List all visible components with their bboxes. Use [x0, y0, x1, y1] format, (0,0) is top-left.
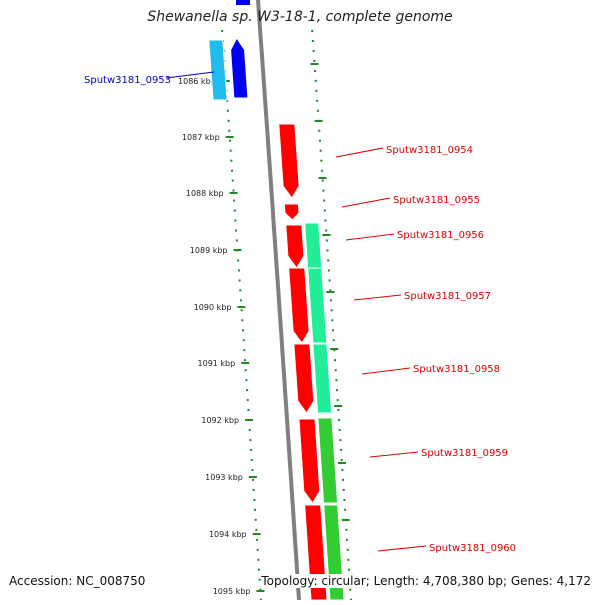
accession-text: Accession: NC_008750: [9, 574, 146, 588]
gene-sputw3181-0957-arrow: [288, 267, 310, 344]
gene-label-leader-line: [345, 233, 395, 241]
gene-sputw3181-0956-cog-bar: [304, 222, 323, 269]
gene-label: Sputw3181_0960: [429, 543, 516, 554]
scale-tick-label: 1091 kbp: [198, 359, 236, 368]
gene-label: Sputw3181_0955: [393, 195, 480, 206]
scale-tick-label: 1093 kbp: [205, 473, 243, 482]
gene-label: Sputw3181_0959: [421, 448, 508, 459]
gene-label: Sputw3181_0954: [386, 145, 473, 156]
gene-label: Sputw3181_0956: [397, 230, 484, 241]
gene-sputw3181-0956-arrow: [285, 224, 305, 269]
ring-layer: 1086 kbp 1087 kbp 1088 kbp 1089 kbp 1090 kbp…: [178, 0, 354, 601]
gene-offscreen-top-fragment: [236, 0, 250, 5]
scale-tick-label: 1086 kbp: [178, 77, 216, 86]
gene-label-leader-line: [335, 147, 384, 158]
gene-sputw3181-0958-cog-bar: [312, 343, 333, 414]
scale-tick-label: 1087 kbp: [182, 133, 220, 142]
gene-sputw3181-0959-cog-bar: [317, 417, 339, 504]
gene-sputw3181-0955-arrow: [283, 203, 300, 221]
gene-label: Sputw3181_0958: [413, 364, 500, 375]
gene-sputw3181-0959-arrow: [298, 418, 321, 504]
gene-label: Sputw3181_0957: [404, 291, 491, 302]
gene-label: Sputw3181_0953: [84, 75, 171, 86]
gene-layer: [208, 0, 345, 601]
gene-sputw3181-0953-arrow: [230, 37, 249, 99]
gene-label-leader-line: [165, 71, 215, 79]
gene-label-leader-line: [377, 545, 427, 552]
gene-sputw3181-0958-arrow: [293, 343, 315, 414]
scale-tick-label: 1092 kbp: [201, 416, 239, 425]
gene-label-leader-line: [369, 451, 419, 458]
gene-label-leader-line: [353, 294, 402, 301]
gene-sputw3181-0953-cog-bar: [208, 39, 228, 101]
scale-tick-label: 1095 kbp: [213, 587, 251, 596]
label-layer: Sputw3181_0953 Sputw3181_0954 Sputw3181_09…: [84, 71, 516, 554]
inner-dotted-ring: [221, 29, 262, 601]
gene-sputw3181-0957-cog-bar: [307, 267, 328, 344]
gene-label-leader-line: [341, 197, 391, 208]
scale-tick-label: 1090 kbp: [194, 303, 232, 312]
genome-title: Shewanella sp. W3-18-1, complete genome: [147, 9, 453, 25]
scale-tick-label: 1089 kbp: [190, 246, 228, 255]
gene-label-leader-line: [361, 367, 411, 375]
scale-tick-label: 1094 kbp: [209, 530, 247, 539]
scale-tick-label: 1088 kbp: [186, 189, 224, 198]
genome-summary-text: Topology: circular; Length: 4,708,380 bp…: [261, 574, 591, 588]
backbone-line: [256, 0, 301, 601]
gene-sputw3181-0954-arrow: [278, 123, 300, 199]
